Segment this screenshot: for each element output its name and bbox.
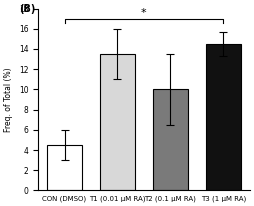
Text: *: *	[141, 8, 147, 18]
Text: (B): (B)	[20, 4, 36, 14]
Bar	[100, 54, 135, 191]
Y-axis label: Freq. of Total (%): Freq. of Total (%)	[4, 67, 13, 132]
Bar	[206, 44, 241, 191]
Bar	[47, 145, 82, 191]
Bar	[153, 89, 188, 191]
